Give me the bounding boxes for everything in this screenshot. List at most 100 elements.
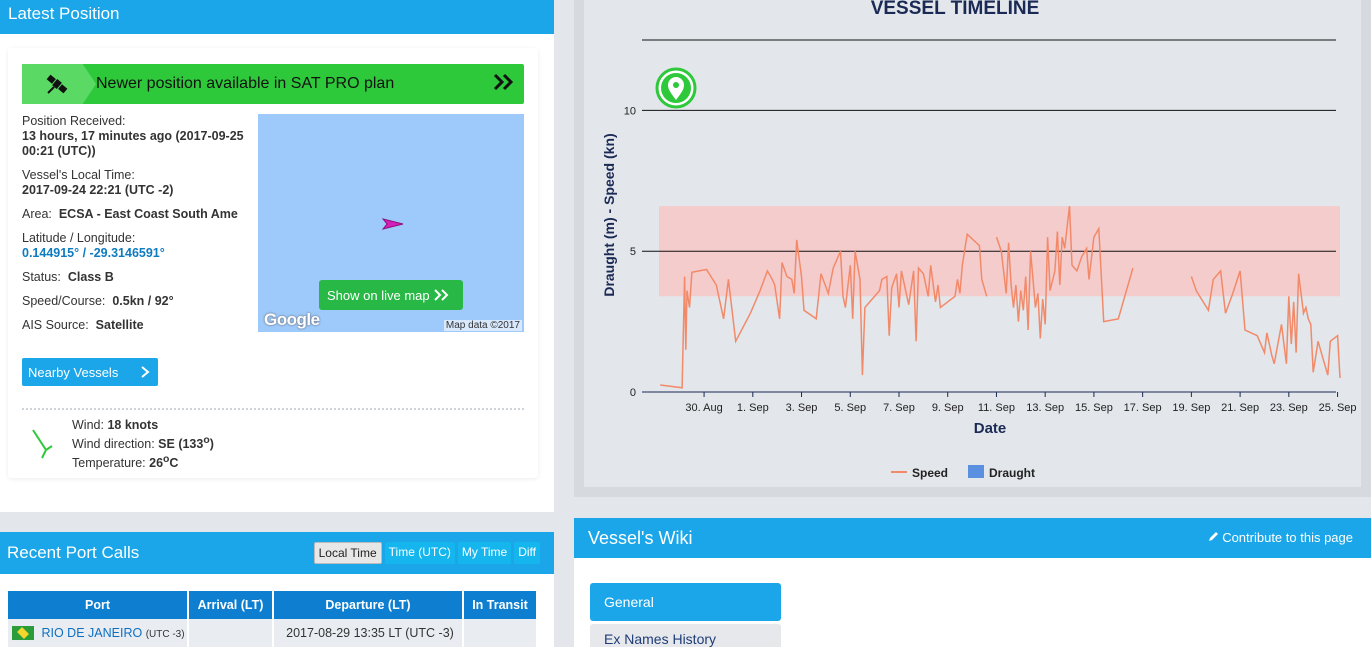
wind-direction-value: SE (133o) — [158, 435, 214, 452]
x-tick-label: 30. Aug — [685, 402, 722, 414]
mini-map[interactable]: Show on live map Google Map data ©2017 — [258, 114, 524, 332]
legend: Speed Draught — [891, 465, 1035, 480]
speed-series-line-1 — [995, 206, 1134, 339]
contribute-link[interactable]: Contribute to this page — [1208, 530, 1353, 545]
map-pin-icon[interactable] — [655, 67, 697, 109]
departure-cell: 2017-08-29 13:35 LT (UTC -3) — [273, 619, 464, 647]
temperature-label: Temperature: — [72, 456, 146, 471]
column-header-port[interactable]: Port — [8, 591, 189, 619]
local-time-button[interactable]: Local Time — [313, 542, 382, 564]
vessel-timeline-chart: VESSEL TIMELINE 0 5 10 30. Aug 1. Sep 3. Sep 5… — [601, 0, 1357, 480]
x-tick-label: 7. Sep — [883, 402, 915, 414]
recent-port-calls-panel: Recent Port Calls Local Time Time (UTC) … — [0, 532, 554, 647]
brazil-flag-icon — [12, 626, 34, 641]
status-label: Status: — [22, 270, 61, 284]
speed-series-line-0 — [660, 232, 988, 389]
wind-direction-label: Wind direction: — [72, 437, 155, 452]
local-time-value: 2017-09-24 22:21 (UTC -2) — [22, 183, 174, 197]
speed-course-label: Speed/Course: — [22, 294, 106, 308]
x-tick-label: 5. Sep — [834, 402, 866, 414]
arrival-cell — [188, 619, 274, 647]
x-tick-label: 21. Sep — [1221, 402, 1259, 414]
area-label: Area: — [22, 207, 52, 221]
y-axis-label: Draught (m) - Speed (kn) — [601, 133, 617, 296]
wind-arrow-icon — [32, 429, 53, 459]
column-header-arrival[interactable]: Arrival (LT) — [188, 591, 274, 619]
x-axis-label: Date — [974, 420, 1007, 437]
double-chevron-right-icon — [433, 289, 449, 301]
recent-port-calls-header: Recent Port Calls Local Time Time (UTC) … — [0, 532, 554, 574]
contribute-label: Contribute to this page — [1222, 530, 1353, 545]
status-value: Class B — [67, 270, 114, 284]
double-chevron-right-icon — [484, 73, 524, 96]
y-tick-label: 10 — [624, 105, 636, 117]
x-tick-label: 23. Sep — [1270, 402, 1308, 414]
speed-series-line-2 — [1190, 269, 1341, 378]
sat-pro-banner-text: Newer position available in SAT PRO plan — [96, 75, 395, 92]
time-format-buttons: Local Time Time (UTC) My Time Diff — [313, 542, 540, 564]
google-logo: Google — [264, 310, 320, 329]
show-on-live-map-button[interactable]: Show on live map — [319, 280, 463, 310]
port-calls-table: Port Arrival (LT) Departure (LT) In Tran… — [8, 591, 538, 647]
x-tick-label: 15. Sep — [1075, 402, 1113, 414]
ais-source-label: AIS Source: — [22, 318, 89, 332]
wiki-tab-ex-names-history[interactable]: Ex Names History — [590, 624, 781, 647]
my-time-button[interactable]: My Time — [457, 542, 512, 564]
temperature-value: 26oC — [149, 454, 179, 471]
area-value: ECSA - East Coast South Ame — [58, 207, 238, 221]
satellite-icon — [22, 64, 96, 104]
legend-draught-label: Draught — [989, 466, 1035, 480]
latest-position-header: Latest Position — [0, 0, 554, 34]
latlon-value[interactable]: 0.144915° / -29.3146591° — [22, 246, 165, 260]
legend-item-draught[interactable]: Draught — [968, 465, 1035, 480]
port-link[interactable]: RIO DE JANEIRO — [41, 625, 143, 640]
diff-button[interactable]: Diff — [514, 542, 540, 564]
map-credit: Map data ©2017 — [443, 320, 522, 331]
x-tick-label: 19. Sep — [1172, 402, 1210, 414]
latest-position-card: Newer position available in SAT PRO plan… — [8, 48, 538, 478]
position-received-value: 13 hours, 17 minutes ago (2017-09-25 00:… — [22, 129, 244, 158]
position-info: Position Received: 13 hours, 17 minutes … — [22, 114, 252, 342]
wiki-tab-general[interactable]: General — [590, 583, 781, 621]
column-header-departure[interactable]: Departure (LT) — [273, 591, 464, 619]
column-header-in-transit[interactable]: In Transit — [463, 591, 538, 619]
divider — [22, 408, 524, 410]
vessel-wiki-title: Vessel's Wiki — [588, 527, 693, 548]
utc-time-button[interactable]: Time (UTC) — [384, 542, 455, 564]
port-timezone: (UTC -3) — [145, 628, 185, 640]
legend-item-speed[interactable]: Speed — [891, 466, 948, 480]
y-tick-label: 0 — [630, 387, 636, 399]
x-tick-label: 3. Sep — [786, 402, 818, 414]
show-on-live-map-label: Show on live map — [327, 287, 430, 303]
nearby-vessels-label: Nearby Vessels — [28, 364, 119, 380]
wind-unit: knots — [124, 418, 159, 432]
x-tick-label: 1. Sep — [737, 402, 769, 414]
pencil-icon — [1208, 532, 1218, 541]
vessel-marker-icon[interactable] — [382, 218, 404, 230]
latlon-label: Latitude / Longitude: — [22, 231, 136, 245]
x-tick-label: 25. Sep — [1319, 402, 1357, 414]
latest-position-panel: Latest Position Newer position available… — [0, 0, 554, 512]
y-tick-label: 5 — [630, 246, 636, 258]
weather-info: Wind: 18 knots Wind direction: SE (133o)… — [72, 418, 214, 471]
x-tick-label: 17. Sep — [1124, 402, 1162, 414]
vessel-wiki-panel: Vessel's Wiki Contribute to this page Ge… — [574, 518, 1371, 647]
chevron-right-icon — [140, 365, 150, 382]
local-time-label: Vessel's Local Time: — [22, 168, 135, 182]
vessel-timeline-panel: VESSEL TIMELINE 0 5 10 30. Aug 1. Sep 3. Sep 5… — [574, 0, 1371, 497]
ais-source-value: Satellite — [95, 318, 144, 332]
vessel-wiki-header: Vessel's Wiki Contribute to this page — [574, 518, 1371, 558]
port-cell: RIO DE JANEIRO (UTC -3) — [8, 619, 189, 647]
position-received-label: Position Received: — [22, 114, 126, 128]
x-tick-label: 11. Sep — [978, 402, 1015, 414]
in-transit-cell — [463, 619, 538, 647]
chart-title: VESSEL TIMELINE — [871, 0, 1040, 19]
x-tick-label: 13. Sep — [1026, 402, 1064, 414]
nearby-vessels-button[interactable]: Nearby Vessels — [22, 358, 158, 386]
legend-speed-label: Speed — [912, 466, 948, 480]
vessel-timeline-chart-area: VESSEL TIMELINE 0 5 10 30. Aug 1. Sep 3. Sep 5… — [584, 0, 1361, 487]
sat-pro-banner[interactable]: Newer position available in SAT PRO plan — [22, 64, 524, 104]
speed-course-value: 0.5kn / 92° — [112, 294, 174, 308]
table-row: RIO DE JANEIRO (UTC -3) 2017-08-29 13:35… — [8, 619, 538, 647]
wind-value: 18 — [107, 418, 122, 432]
